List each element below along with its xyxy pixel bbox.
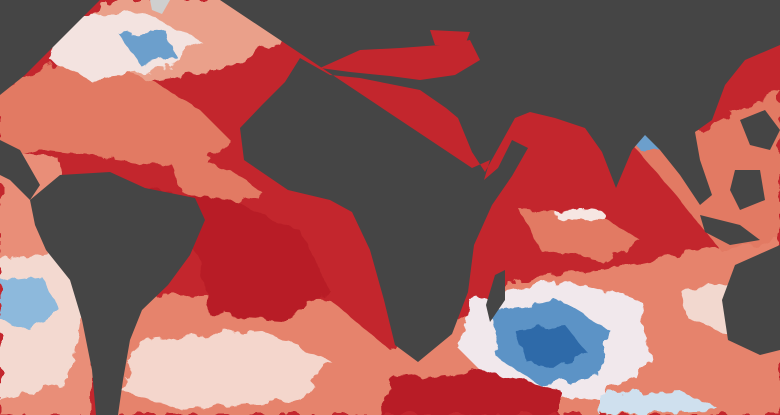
- land: [0, 0, 780, 415]
- page: [0, 0, 780, 415]
- sea-temperature-map: [0, 0, 780, 415]
- anomaly-patches: [0, 0, 780, 415]
